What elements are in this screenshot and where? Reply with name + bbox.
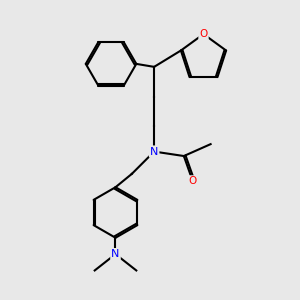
Text: N: N xyxy=(150,147,158,157)
Text: O: O xyxy=(200,29,208,39)
Text: N: N xyxy=(111,249,120,259)
Text: O: O xyxy=(189,176,197,186)
